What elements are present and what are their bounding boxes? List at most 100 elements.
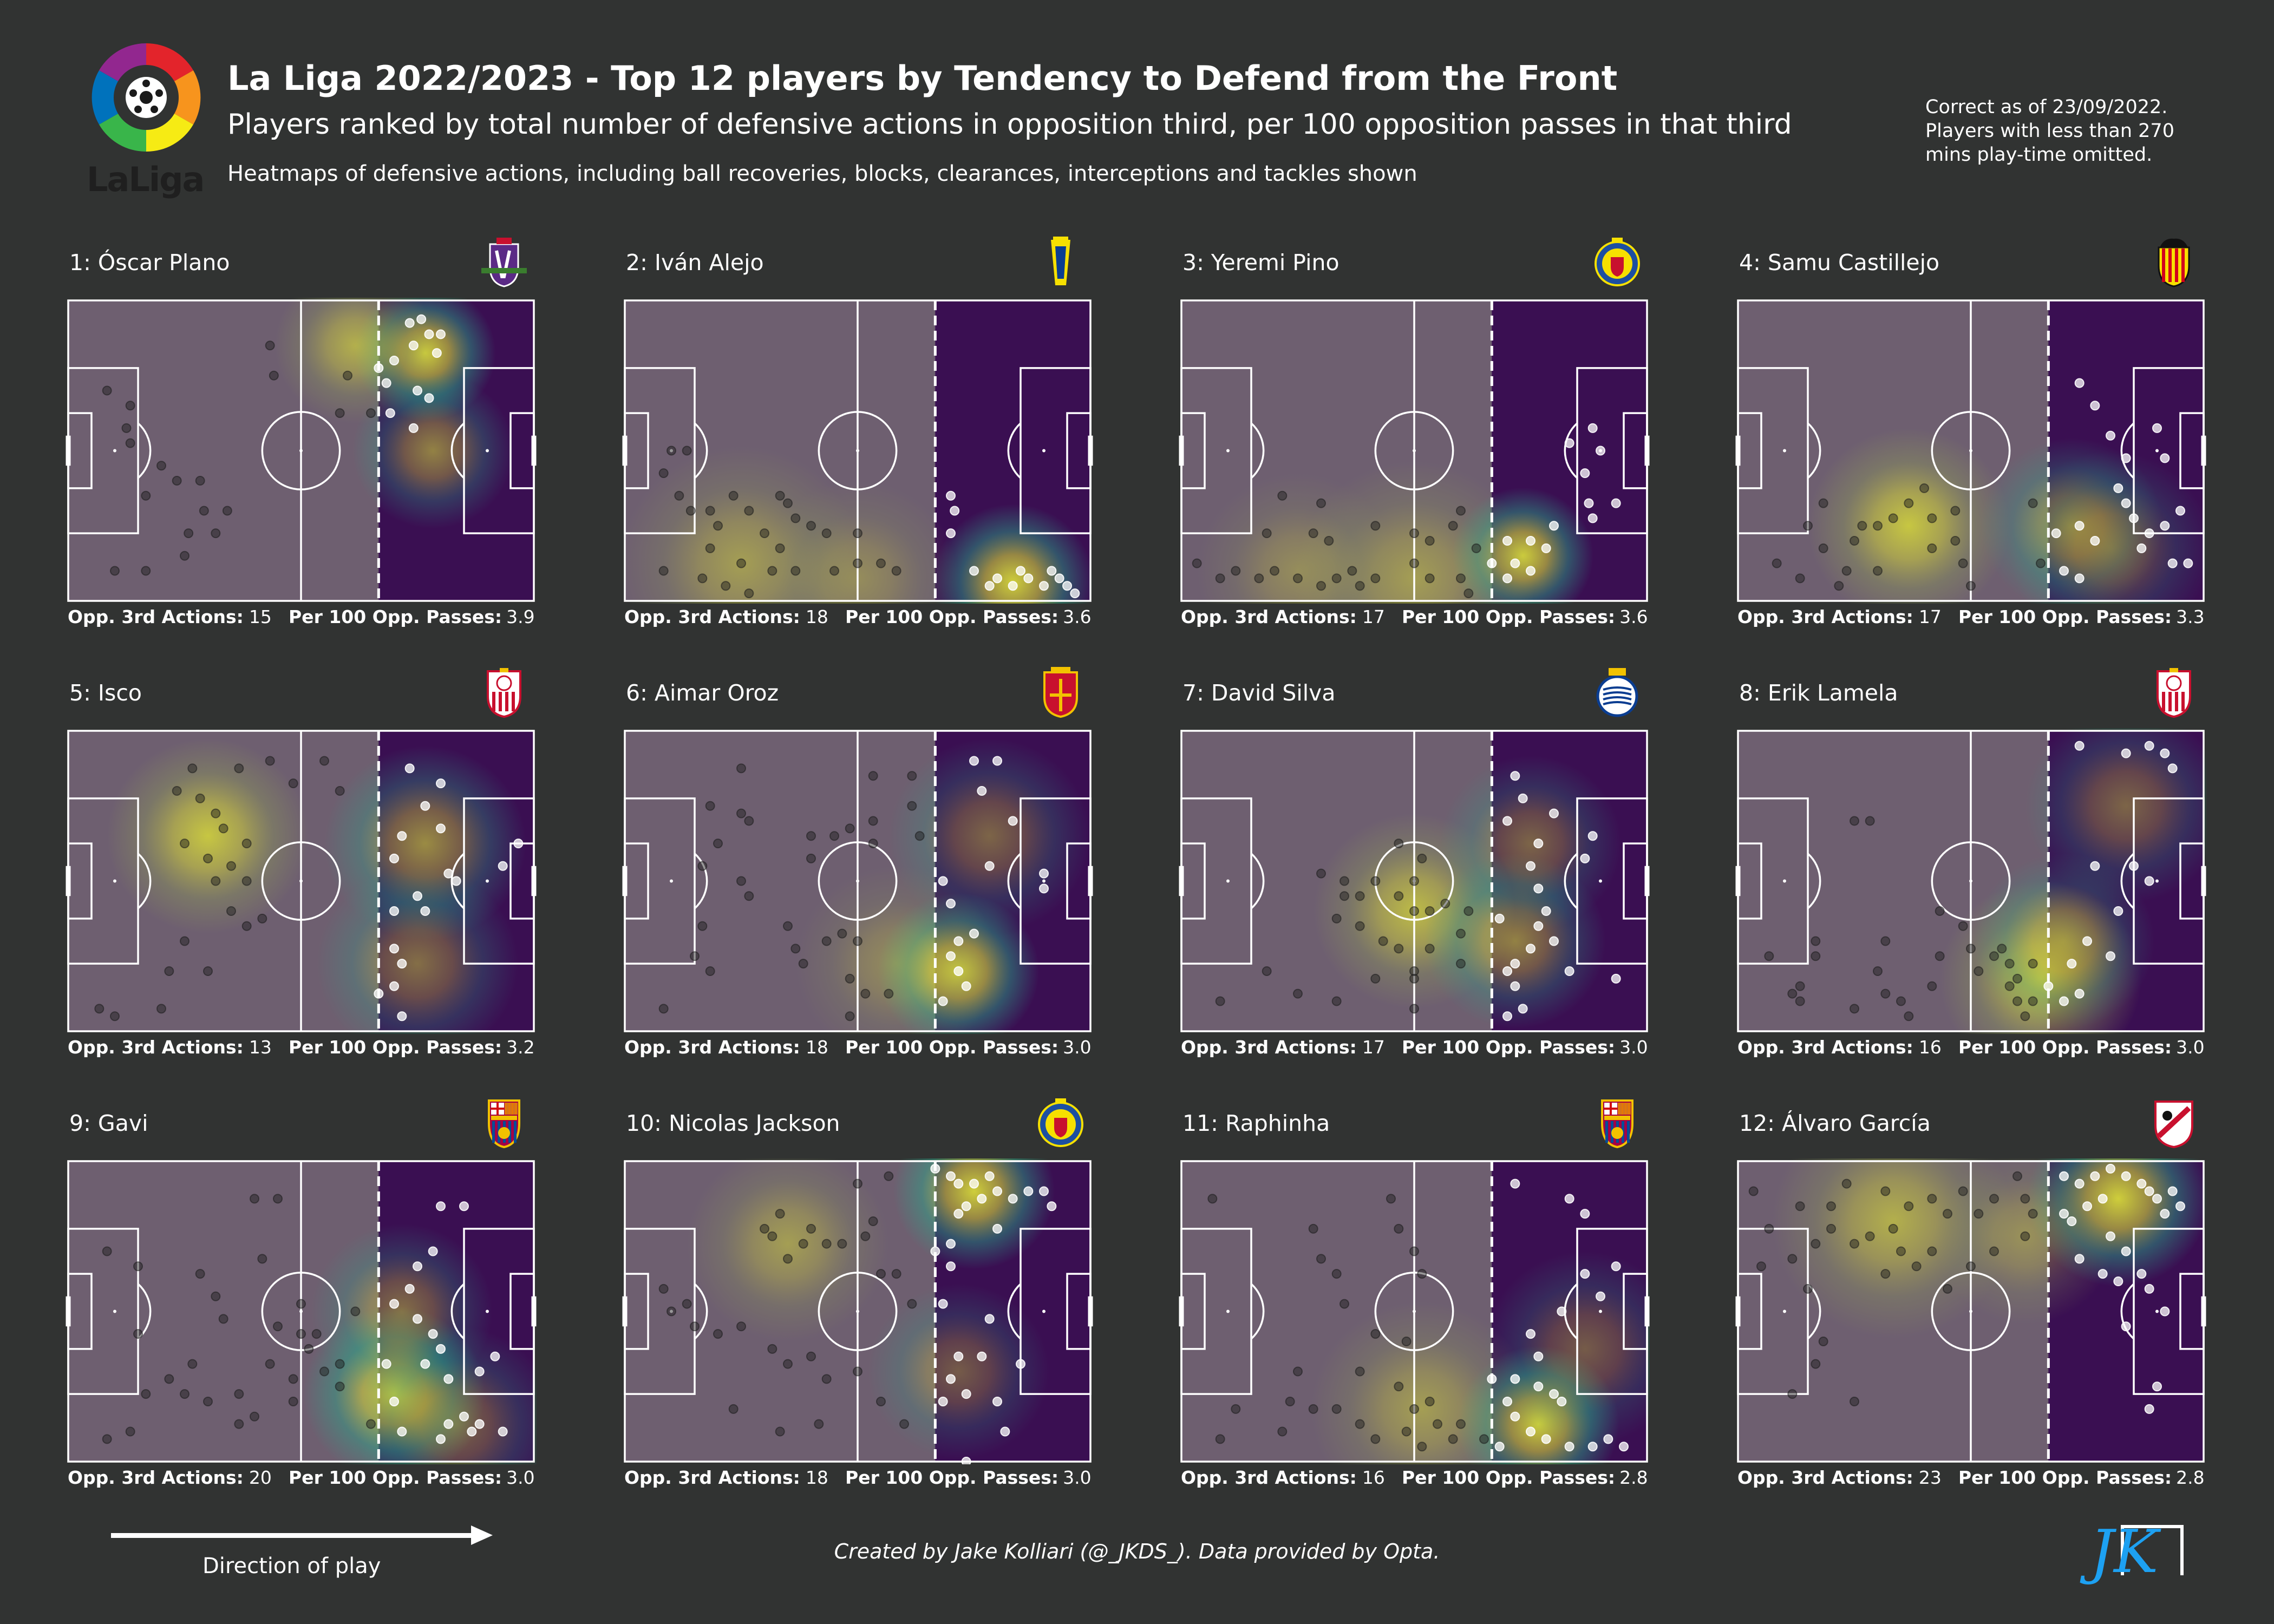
action-point (1549, 808, 1559, 818)
action-point (1424, 906, 1435, 916)
per100-label: Per 100 Opp. Passes: (289, 1467, 502, 1488)
heat-blob (1808, 428, 2010, 604)
actions-label: Opp. 3rd Actions: (68, 606, 244, 627)
action-point (884, 1171, 894, 1181)
action-point (335, 1381, 345, 1392)
data-note-line: mins play-time omitted. (1925, 144, 2153, 166)
action-point (1549, 1389, 1559, 1399)
action-point (1580, 853, 1590, 863)
action-point (1927, 1194, 1937, 1204)
action-point (2160, 1209, 2170, 1219)
action-point (1510, 1178, 1520, 1189)
action-point (1456, 1419, 1466, 1429)
action-points (1764, 741, 2178, 1021)
action-point (498, 861, 508, 871)
action-point (806, 831, 816, 841)
action-point (1394, 1223, 1404, 1234)
action-point (930, 1163, 940, 1174)
action-point (436, 778, 446, 789)
per100-value: 2.8 (2176, 1467, 2205, 1488)
action-point (1502, 536, 1512, 546)
action-point (837, 928, 847, 939)
action-point (1518, 1004, 1528, 1014)
action-point (1795, 996, 1805, 1006)
action-point (199, 506, 209, 516)
action-points (1748, 1163, 2185, 1414)
action-point (385, 408, 395, 418)
action-point (1811, 951, 1821, 961)
action-point (736, 1321, 746, 1332)
action-point (1803, 1284, 1813, 1294)
action-point (682, 1299, 692, 1309)
action-point (125, 1426, 135, 1437)
action-point (2012, 1171, 2022, 1181)
action-point (2106, 1163, 2115, 1174)
action-point (141, 566, 151, 576)
action-point (713, 839, 723, 849)
action-point (1370, 973, 1381, 984)
action-point (1526, 566, 1535, 576)
action-point (404, 1284, 415, 1294)
action-point (860, 1231, 871, 1241)
valencia-crest-icon (2158, 238, 2190, 287)
heat-layer (1939, 728, 2206, 1034)
action-point (250, 1411, 259, 1422)
heat-blob (687, 1158, 889, 1341)
action-point (156, 1004, 166, 1014)
action-point (1587, 1442, 1598, 1452)
actions-value: 15 (249, 606, 272, 627)
pitch-markings (66, 1160, 537, 1463)
action-point (728, 1404, 739, 1414)
action-point (397, 959, 407, 969)
action-point (1818, 1337, 1828, 1346)
action-point (2074, 521, 2084, 531)
action-point (1324, 536, 1334, 546)
per100-value: 3.0 (506, 1467, 535, 1488)
actions-value: 16 (1918, 1037, 1942, 1058)
action-points (1207, 1178, 1629, 1452)
action-point (853, 936, 862, 946)
stats-line: Opp. 3rd Actions: 18 (624, 606, 828, 627)
per100-label: Per 100 Opp. Passes: (1402, 606, 1616, 627)
action-point (1943, 1209, 1952, 1219)
action-point (1880, 1269, 1891, 1279)
action-point (783, 1359, 793, 1369)
action-point (1510, 558, 1520, 568)
action-point (1764, 951, 1774, 961)
action-point (443, 1419, 454, 1429)
action-point (2160, 1306, 2170, 1317)
action-point (992, 1223, 1002, 1234)
action-point (2090, 861, 2100, 871)
action-point (2012, 973, 2022, 984)
action-point (2160, 453, 2170, 463)
action-point (1896, 996, 1906, 1006)
action-point (1873, 966, 1883, 976)
action-point (319, 1366, 329, 1377)
action-point (1331, 1404, 1342, 1414)
action-point (1989, 951, 1999, 961)
page-subtitle: Players ranked by total number of defens… (227, 108, 1792, 141)
action-point (1795, 573, 1805, 584)
action-point (257, 913, 267, 924)
action-point (1370, 876, 1381, 886)
action-point (319, 756, 329, 766)
action-point (1841, 566, 1852, 576)
actions-label: Opp. 3rd Actions: (624, 606, 800, 627)
action-point (1748, 1186, 1759, 1196)
action-point (397, 1011, 407, 1021)
action-point (413, 891, 422, 901)
action-point (845, 973, 855, 984)
action-point (783, 498, 793, 508)
action-point (2082, 1201, 2092, 1212)
action-point (1378, 936, 1388, 946)
heatmap-pitch (1735, 1158, 2206, 1463)
stats-line: Opp. 3rd Actions: 13 (68, 1037, 272, 1058)
action-point (2113, 1276, 2123, 1286)
per100-stat: Per 100 Opp. Passes: 3.9 (289, 606, 535, 627)
action-point (806, 1223, 816, 1234)
action-point (1587, 513, 1598, 523)
actions-label: Opp. 3rd Actions: (1737, 1467, 1913, 1488)
action-point (876, 1397, 886, 1406)
action-point (806, 521, 816, 531)
action-point (1394, 891, 1404, 901)
